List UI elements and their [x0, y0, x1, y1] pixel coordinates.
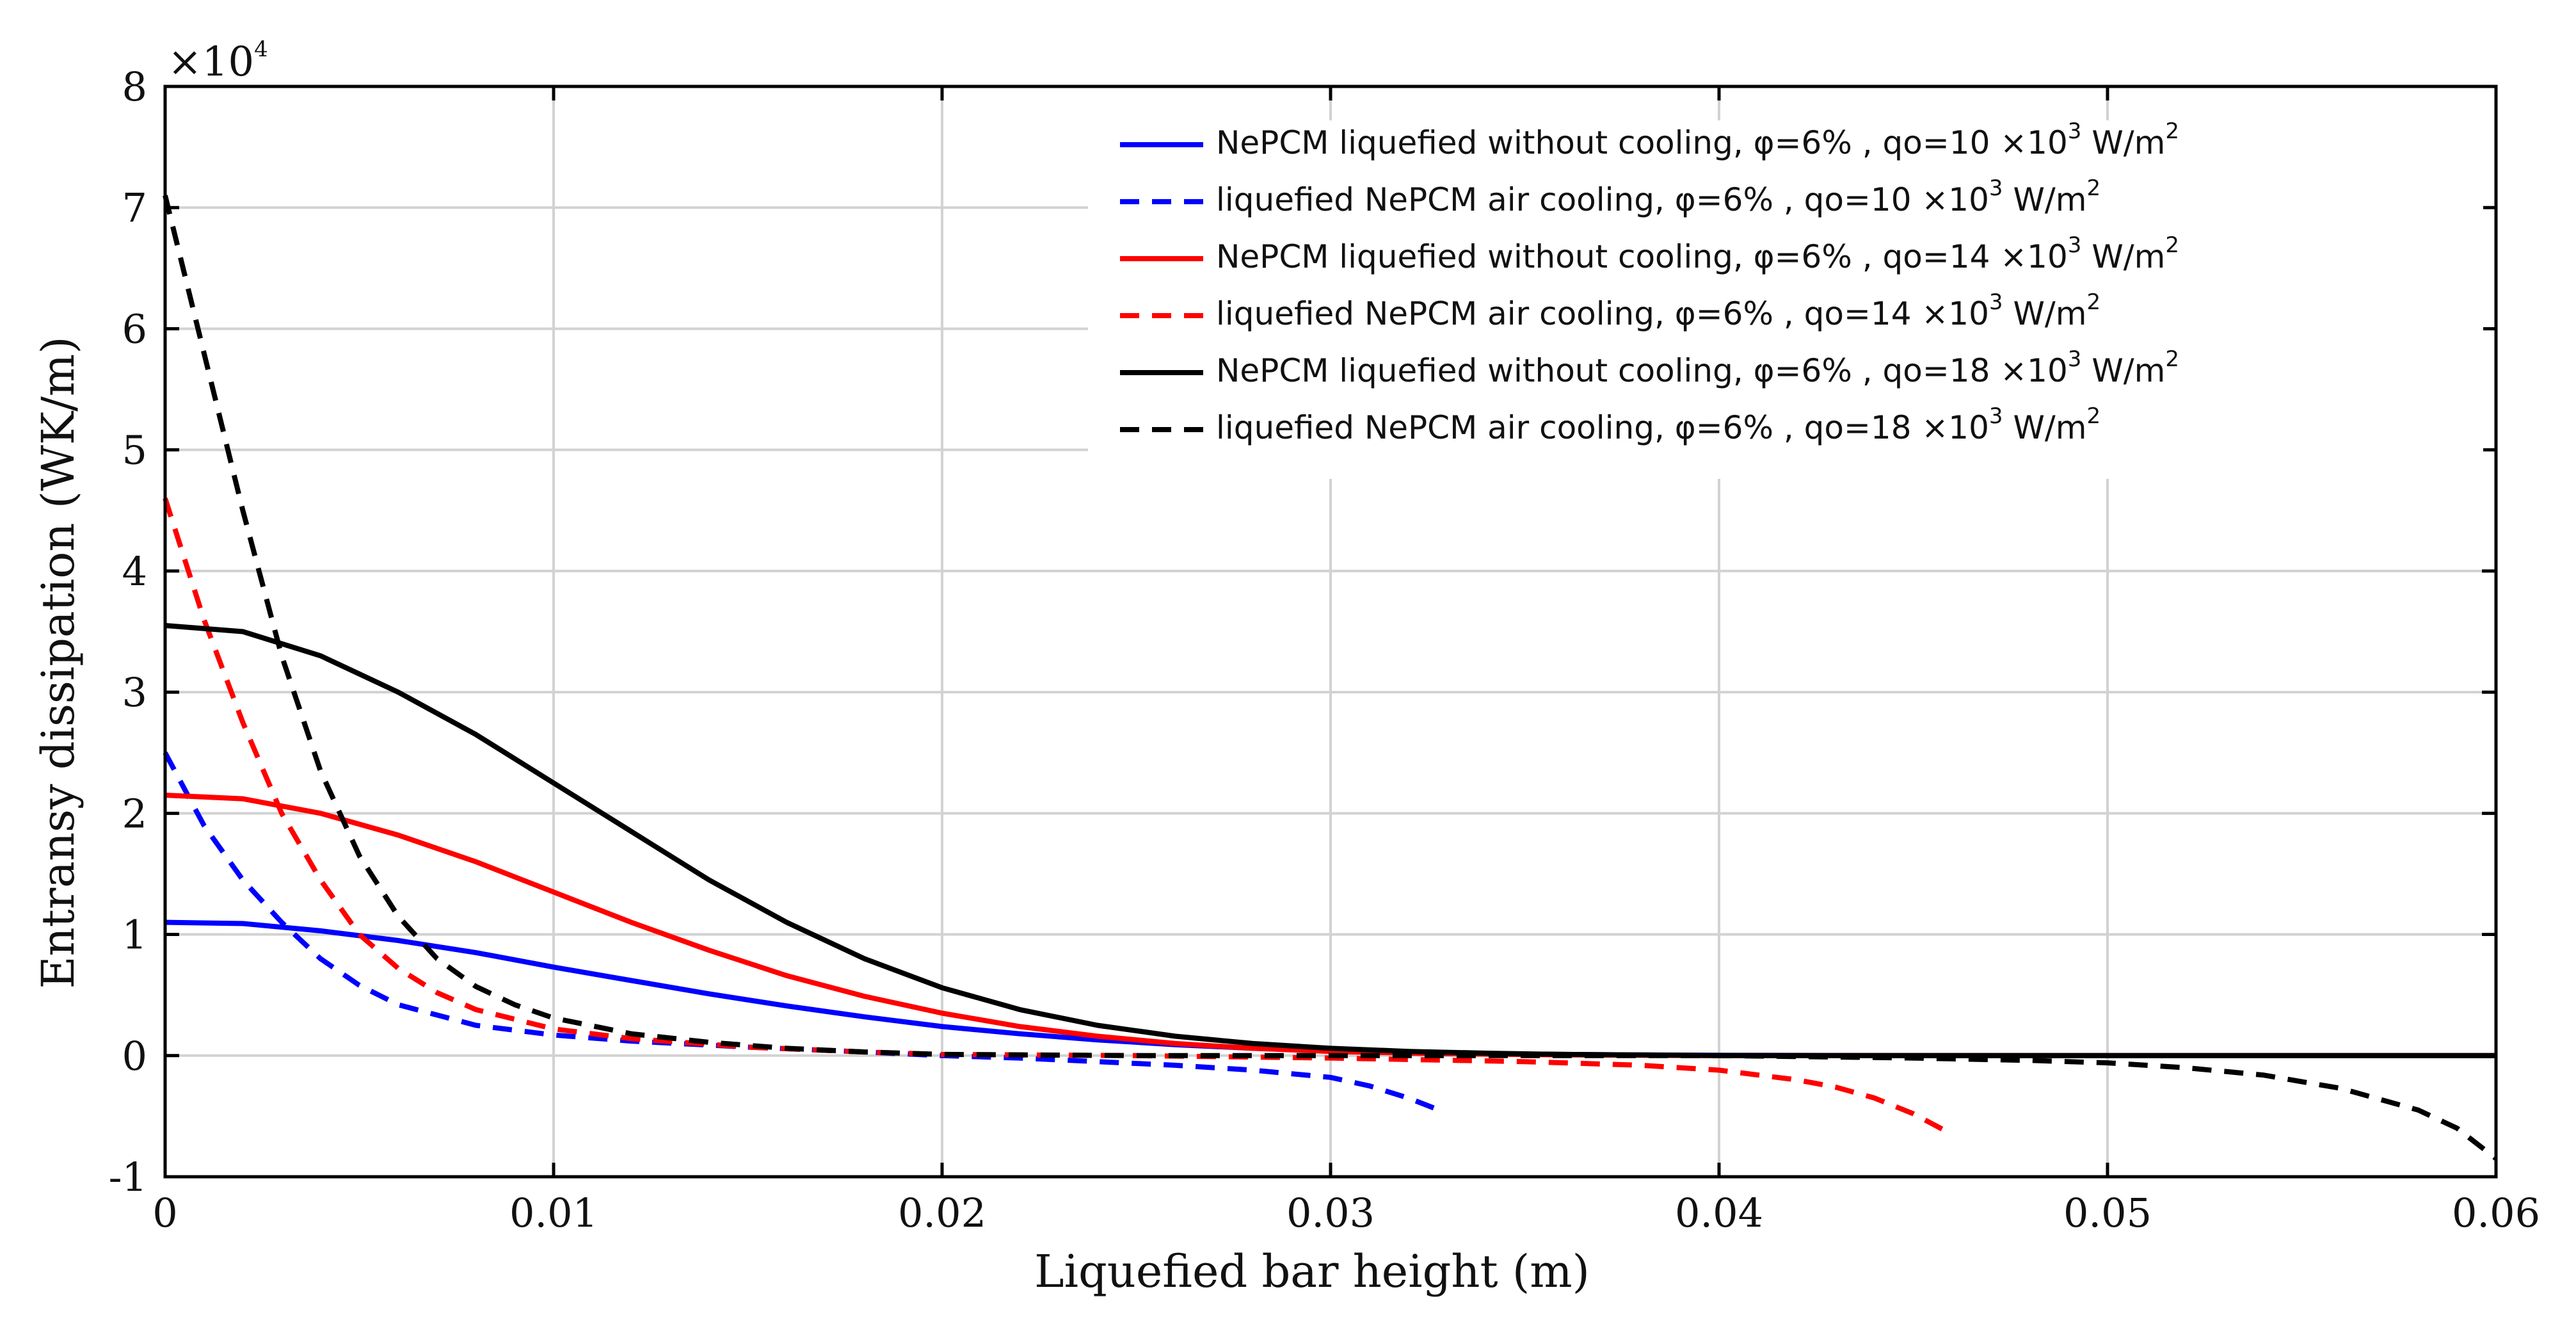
legend-label-unit: W/m [2003, 295, 2087, 332]
legend-label-main: liquefied NePCM air cooling, φ=6% , qo=1… [1216, 409, 1989, 446]
y-tick-label: 8 [122, 63, 147, 110]
legend-label-exp: 3 [2068, 118, 2082, 144]
series-line-6 [163, 195, 2498, 1161]
legend-label-5: NePCM liquefied without cooling, φ=6% , … [1216, 346, 2179, 389]
y-tick-label: 6 [122, 305, 147, 352]
x-tick-label: 0.05 [2063, 1190, 2152, 1236]
x-axis-title: Liquefied bar height (m) [1034, 1245, 1590, 1298]
y-tick-label: 3 [122, 669, 147, 716]
legend-label-unit-exp: 2 [2165, 118, 2179, 144]
x-tick-label: 0.02 [898, 1190, 986, 1236]
legend-label-6: liquefied NePCM air cooling, φ=6% , qo=1… [1216, 403, 2100, 446]
series-line-4 [163, 497, 1954, 1137]
legend-label-main: NePCM liquefied without cooling, φ=6% , … [1216, 238, 2068, 275]
legend-label-exp: 3 [1989, 289, 2003, 315]
y-tick-label: 2 [122, 790, 147, 837]
y-tick-label: 0 [122, 1033, 147, 1079]
legend-label-unit: W/m [2003, 181, 2087, 218]
x-tick-label: 0.01 [509, 1190, 598, 1236]
legend-label-main: liquefied NePCM air cooling, φ=6% , qo=1… [1216, 181, 1989, 218]
y-multiplier: ×104 [168, 36, 268, 86]
x-tick-label: 0.06 [2452, 1190, 2540, 1236]
y-tick-label: -1 [109, 1154, 147, 1200]
y-axis-title: Entransy dissipation (WK/m) [32, 336, 84, 989]
legend-label-unit: W/m [2081, 124, 2165, 161]
legend-label-exp: 3 [1989, 403, 2003, 429]
ticks [163, 85, 2498, 1179]
legend: NePCM liquefied without cooling, φ=6% , … [1088, 118, 2483, 479]
legend-label-unit: W/m [2081, 238, 2165, 275]
y-tick-label: 7 [122, 184, 147, 231]
legend-label-exp: 3 [2068, 346, 2082, 372]
legend-box [1088, 120, 2483, 479]
legend-label-main: liquefied NePCM air cooling, φ=6% , qo=1… [1216, 295, 1989, 332]
legend-label-exp: 3 [2068, 232, 2082, 258]
y-tick-label: 5 [122, 427, 147, 474]
legend-label-unit-exp: 2 [2165, 346, 2179, 372]
legend-label-exp: 3 [1989, 175, 2003, 201]
legend-label-main: NePCM liquefied without cooling, φ=6% , … [1216, 352, 2068, 389]
legend-label-unit-exp: 2 [2086, 175, 2100, 201]
series-layer [163, 195, 2498, 1161]
legend-label-4: liquefied NePCM air cooling, φ=6% , qo=1… [1216, 289, 2100, 332]
legend-label-unit-exp: 2 [2165, 232, 2179, 258]
legend-label-unit: W/m [2003, 409, 2087, 446]
legend-label-1: NePCM liquefied without cooling, φ=6% , … [1216, 118, 2179, 161]
x-tick-label: 0.04 [1675, 1190, 1763, 1236]
legend-label-unit-exp: 2 [2086, 289, 2100, 315]
y-tick-label: 1 [122, 912, 147, 958]
series-line-2 [163, 751, 1441, 1113]
legend-label-2: liquefied NePCM air cooling, φ=6% , qo=1… [1216, 175, 2100, 218]
legend-label-main: NePCM liquefied without cooling, φ=6% , … [1216, 124, 2068, 161]
y-tick-label: 4 [122, 548, 147, 595]
legend-label-unit: W/m [2081, 352, 2165, 389]
x-tick-label: 0 [152, 1190, 177, 1236]
x-tick-label: 0.03 [1286, 1190, 1375, 1236]
y-multiplier-label: ×104 [168, 36, 268, 86]
legend-label-unit-exp: 2 [2086, 403, 2100, 429]
legend-label-3: NePCM liquefied without cooling, φ=6% , … [1216, 232, 2179, 275]
